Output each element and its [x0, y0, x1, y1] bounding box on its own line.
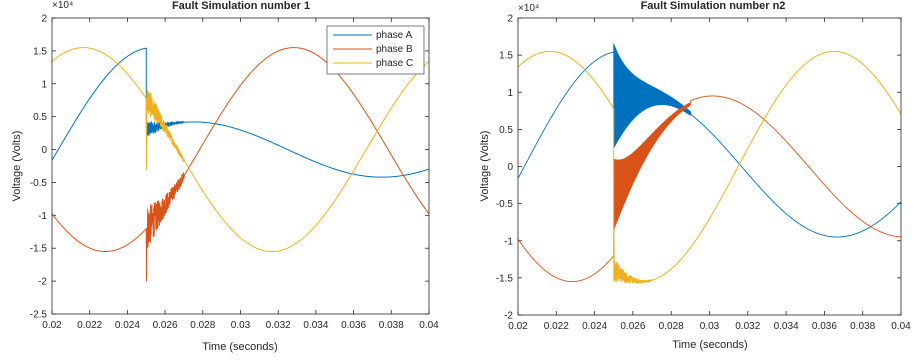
- y-tick-label: -0.5: [496, 199, 514, 210]
- series-line-phase-b: [518, 95, 901, 283]
- chart-1-xlabel: Time (seconds): [202, 341, 277, 353]
- x-tick-label: 0.026: [620, 321, 645, 332]
- x-tick-label: 0.028: [659, 321, 684, 332]
- chart-2-series-group: [518, 43, 901, 284]
- x-tick-label: 0.038: [379, 320, 404, 331]
- chart-2-plot-area: [518, 43, 901, 284]
- series-line-phase-c: [518, 50, 901, 284]
- chart-1-ticks: 0.02 0.022 0.024 0.026 0.028 0.03 0.032 0.034 0.…: [30, 14, 439, 332]
- chart-1-legend: phase A phase B phase C: [326, 25, 425, 75]
- legend-label-phase-b: phase B: [376, 44, 413, 55]
- y-tick-label: 0: [41, 145, 47, 156]
- y-tick-label: 0.5: [33, 112, 47, 123]
- chart-2-exponent-label: ×10⁴: [518, 3, 539, 14]
- x-tick-label: 0.024: [115, 320, 140, 331]
- chart-2-xlabel: Time (seconds): [672, 339, 747, 351]
- chart-2-ticks: 0.02 0.022 0.024 0.026 0.028 0.03 0.032 0.034 0.…: [496, 14, 911, 333]
- x-tick-label: 0.022: [77, 320, 102, 331]
- x-tick-label: 0.036: [341, 320, 366, 331]
- chart-1-axes-box: [51, 17, 430, 315]
- series-line-phase-c: [52, 47, 429, 253]
- x-tick-label: 0.022: [544, 321, 569, 332]
- series-line-phase-b: [52, 47, 429, 282]
- legend-label-phase-a: phase A: [376, 30, 412, 41]
- y-tick-label: 0: [507, 162, 513, 173]
- x-tick-label: 0.02: [508, 321, 528, 332]
- x-tick-label: 0.032: [735, 321, 760, 332]
- legend-label-phase-c: phase C: [376, 58, 413, 69]
- x-tick-label: 0.034: [774, 321, 799, 332]
- legend-box: [326, 25, 425, 75]
- x-tick-label: 0.032: [266, 320, 291, 331]
- y-tick-label: 1.5: [499, 51, 513, 62]
- chart-1: Fault Simulation number 1 ×10⁴ 0.02 0.022…: [11, 0, 439, 353]
- y-tick-label: -2: [504, 311, 513, 322]
- y-tick-label: -2: [38, 277, 47, 288]
- chart-2-ylabel: Voltage (Volts): [479, 131, 491, 202]
- x-tick-label: 0.034: [303, 320, 328, 331]
- chart-1-title: Fault Simulation number 1: [172, 0, 310, 12]
- x-tick-label: 0.026: [153, 320, 178, 331]
- series-line-phase-a: [52, 47, 429, 178]
- y-tick-label: 1.5: [33, 46, 47, 57]
- chart-2-title: Fault Simulation number n2: [641, 0, 786, 12]
- chart-1-ylabel: Voltage (Volts): [11, 131, 23, 202]
- chart-2: Fault Simulation number n2 ×10⁴ 0.02 0.02…: [479, 0, 911, 351]
- chart-2-axes-box: [517, 17, 902, 316]
- y-tick-label: -1.5: [496, 273, 514, 284]
- chart-1-series-group: [52, 47, 429, 282]
- y-tick-label: -2.5: [30, 310, 48, 321]
- x-tick-label: 0.038: [850, 321, 875, 332]
- chart-1-exponent-label: ×10⁴: [52, 0, 73, 11]
- series-line-phase-a: [518, 43, 901, 238]
- x-tick-label: 0.024: [582, 321, 607, 332]
- x-tick-label: 0.02: [42, 320, 62, 331]
- y-tick-label: 2: [507, 14, 513, 25]
- x-tick-label: 0.04: [891, 321, 911, 332]
- y-tick-label: -1: [38, 211, 47, 222]
- y-tick-label: -1: [504, 236, 513, 247]
- y-tick-label: -1.5: [30, 244, 48, 255]
- x-tick-label: 0.03: [700, 321, 720, 332]
- y-tick-label: 1: [507, 88, 513, 99]
- x-tick-label: 0.028: [190, 320, 215, 331]
- y-tick-label: 0.5: [499, 125, 513, 136]
- chart-1-plot-area: [52, 47, 429, 282]
- y-tick-label: 2: [41, 14, 47, 25]
- x-tick-label: 0.04: [419, 320, 439, 331]
- y-tick-label: -0.5: [30, 178, 48, 189]
- x-tick-label: 0.03: [231, 320, 251, 331]
- y-tick-label: 1: [41, 79, 47, 90]
- x-tick-label: 0.036: [812, 321, 837, 332]
